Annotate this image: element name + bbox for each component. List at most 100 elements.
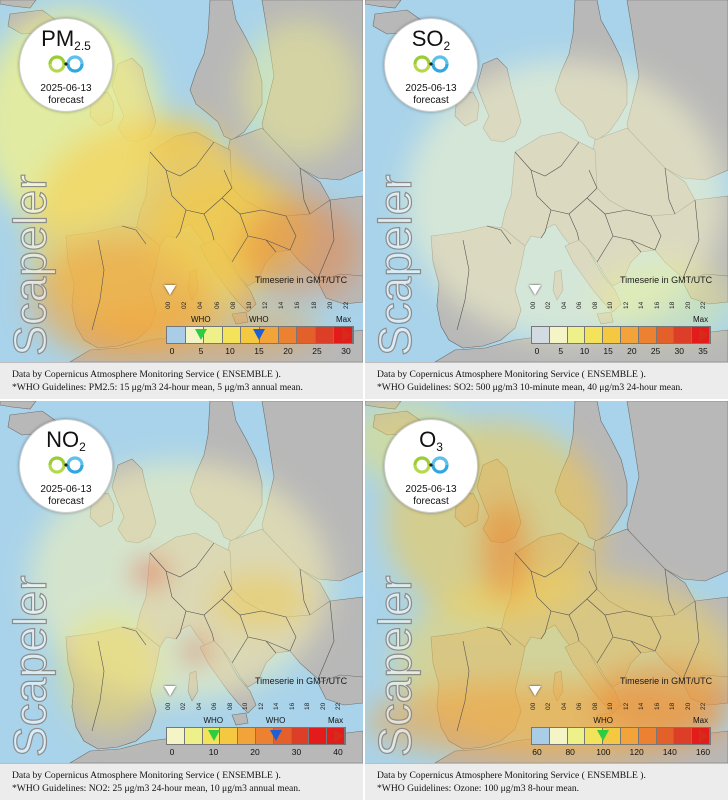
timeserie-label: Timeserie in GMT/UTC <box>620 275 713 285</box>
hour-label: 08 <box>591 301 599 309</box>
country-border <box>596 636 614 664</box>
footer: Data by Copernicus Atmosphere Monitoring… <box>0 362 363 399</box>
country-border <box>149 141 215 177</box>
who-guidelines: *WHO Guidelines: SO2: 500 μg/m3 10-minut… <box>377 382 683 393</box>
hour-label: 12 <box>257 702 265 710</box>
hour-label: 18 <box>304 702 312 710</box>
country-border <box>682 600 700 680</box>
hour-label: 16 <box>288 702 296 710</box>
hour-label: 16 <box>653 702 661 710</box>
land-greenland <box>365 0 402 9</box>
country-border <box>299 167 311 215</box>
logo-arc-green <box>413 55 431 65</box>
country-border <box>596 235 614 263</box>
panel-so2: SO2 2025-06-13 forecast Scapeler Timeser… <box>365 0 728 399</box>
country-border <box>265 239 277 253</box>
hour-label: 10 <box>607 702 615 710</box>
watermark-text: Scapeler <box>6 174 56 356</box>
country-borders <box>91 542 335 732</box>
scale-tick: 140 <box>662 747 677 757</box>
country-border <box>175 610 187 640</box>
logo-arc-lightblue <box>431 55 449 65</box>
forecast-label: forecast <box>413 496 449 507</box>
concentration-blob <box>132 561 168 585</box>
hour-label: 22 <box>343 301 350 309</box>
scapeler-watermark: Scapeler <box>371 174 422 357</box>
country-borders <box>456 141 700 331</box>
hour-label: 20 <box>319 702 327 710</box>
pollutant-title: O3 <box>419 427 443 455</box>
scale-tick: 0 <box>534 346 540 356</box>
watermark-text: Scapeler <box>371 174 421 356</box>
hour-label: 22 <box>700 301 707 309</box>
scale-ticks: 0 5 10 15 20 25 30 35 <box>531 346 711 358</box>
country-border <box>568 213 580 241</box>
logo-dot <box>64 62 68 66</box>
timeserie-label: Timeserie in GMT/UTC <box>255 275 348 285</box>
color-swatch <box>549 728 568 744</box>
hour-label: 10 <box>245 301 253 309</box>
concentration-blob <box>595 661 728 741</box>
hour-label: 18 <box>310 301 318 309</box>
hour-label: 02 <box>545 702 553 710</box>
logo-dot <box>429 62 433 66</box>
scale-tick: 0 <box>169 747 175 757</box>
forecast-date: 2025-06-13 <box>405 484 457 495</box>
data-credit: Data by Copernicus Atmosphere Monitoring… <box>377 369 646 380</box>
forecast-label: forecast <box>48 496 84 507</box>
hour-label: 00 <box>530 702 537 710</box>
hour-label: 06 <box>211 702 219 710</box>
land-greenland <box>0 401 37 410</box>
now-arrow-icon <box>529 686 541 696</box>
hour-label: 16 <box>294 301 302 309</box>
who-guidelines: *WHO Guidelines: Ozone: 100 μg/m3 8-hour… <box>377 783 580 794</box>
footer: Data by Copernicus Atmosphere Monitoring… <box>0 763 363 800</box>
concentration-blob <box>240 20 360 160</box>
logo-arc-blue <box>431 464 449 474</box>
scale-tick: 15 <box>254 346 264 356</box>
logo-dot <box>64 463 68 467</box>
hour-label: 20 <box>326 301 334 309</box>
hour-label: 12 <box>622 702 630 710</box>
forecast-label: forecast <box>48 95 84 106</box>
scale-tick: 80 <box>565 747 575 757</box>
hour-label: 02 <box>180 702 188 710</box>
scapeler-logo-icon <box>413 456 449 474</box>
country-border <box>223 570 233 590</box>
hour-label: 08 <box>226 702 234 710</box>
hour-label: 02 <box>181 301 189 309</box>
scale-tick: 40 <box>333 747 343 757</box>
country-border <box>149 542 215 578</box>
logo-arc-green <box>48 55 66 65</box>
concentration-blob <box>60 611 160 731</box>
hour-label: 12 <box>262 301 270 309</box>
scale-tick: 5 <box>198 346 204 356</box>
europe-map <box>365 0 728 362</box>
color-swatch <box>567 728 586 744</box>
color-swatch <box>167 327 186 343</box>
concentration-overlay <box>0 10 360 360</box>
concentration-blob <box>210 571 310 631</box>
forecast-label: forecast <box>413 95 449 106</box>
hour-label: 00 <box>530 301 537 309</box>
country-border <box>91 239 105 331</box>
data-credit: Data by Copernicus Atmosphere Monitoring… <box>12 770 281 781</box>
scale-tick: 30 <box>674 346 685 356</box>
country-border <box>486 225 512 245</box>
country-border <box>630 239 642 253</box>
color-swatch <box>167 728 185 744</box>
concentration-blob <box>481 501 529 601</box>
country-borders <box>91 141 335 331</box>
forecast-date: 2025-06-13 <box>40 484 92 495</box>
land-turkey <box>317 674 363 706</box>
panel-o3: O3 2025-06-13 forecast Scapeler Timeseri… <box>365 401 728 800</box>
logo-arc-blue <box>66 63 84 73</box>
pollutant-title: PM2.5 <box>41 26 91 54</box>
who-guidelines: *WHO Guidelines: NO2: 25 μg/m3 24-hour m… <box>12 783 301 794</box>
scapeler-logo-icon <box>48 456 84 474</box>
watermark-text: Scapeler <box>6 575 56 757</box>
land-greenland <box>0 0 37 9</box>
panel-no2: NO2 2025-06-13 forecast Scapeler Timeser… <box>0 401 363 800</box>
scale-tick: 100 <box>596 747 611 757</box>
